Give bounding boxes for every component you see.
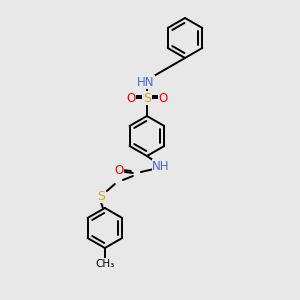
Text: O: O — [158, 92, 167, 104]
Text: S: S — [143, 92, 151, 104]
Text: HN: HN — [137, 76, 154, 88]
Text: S: S — [97, 190, 105, 202]
Text: NH: NH — [152, 160, 169, 172]
Text: O: O — [114, 164, 124, 176]
Text: O: O — [126, 92, 136, 104]
Text: CH₃: CH₃ — [95, 259, 115, 269]
